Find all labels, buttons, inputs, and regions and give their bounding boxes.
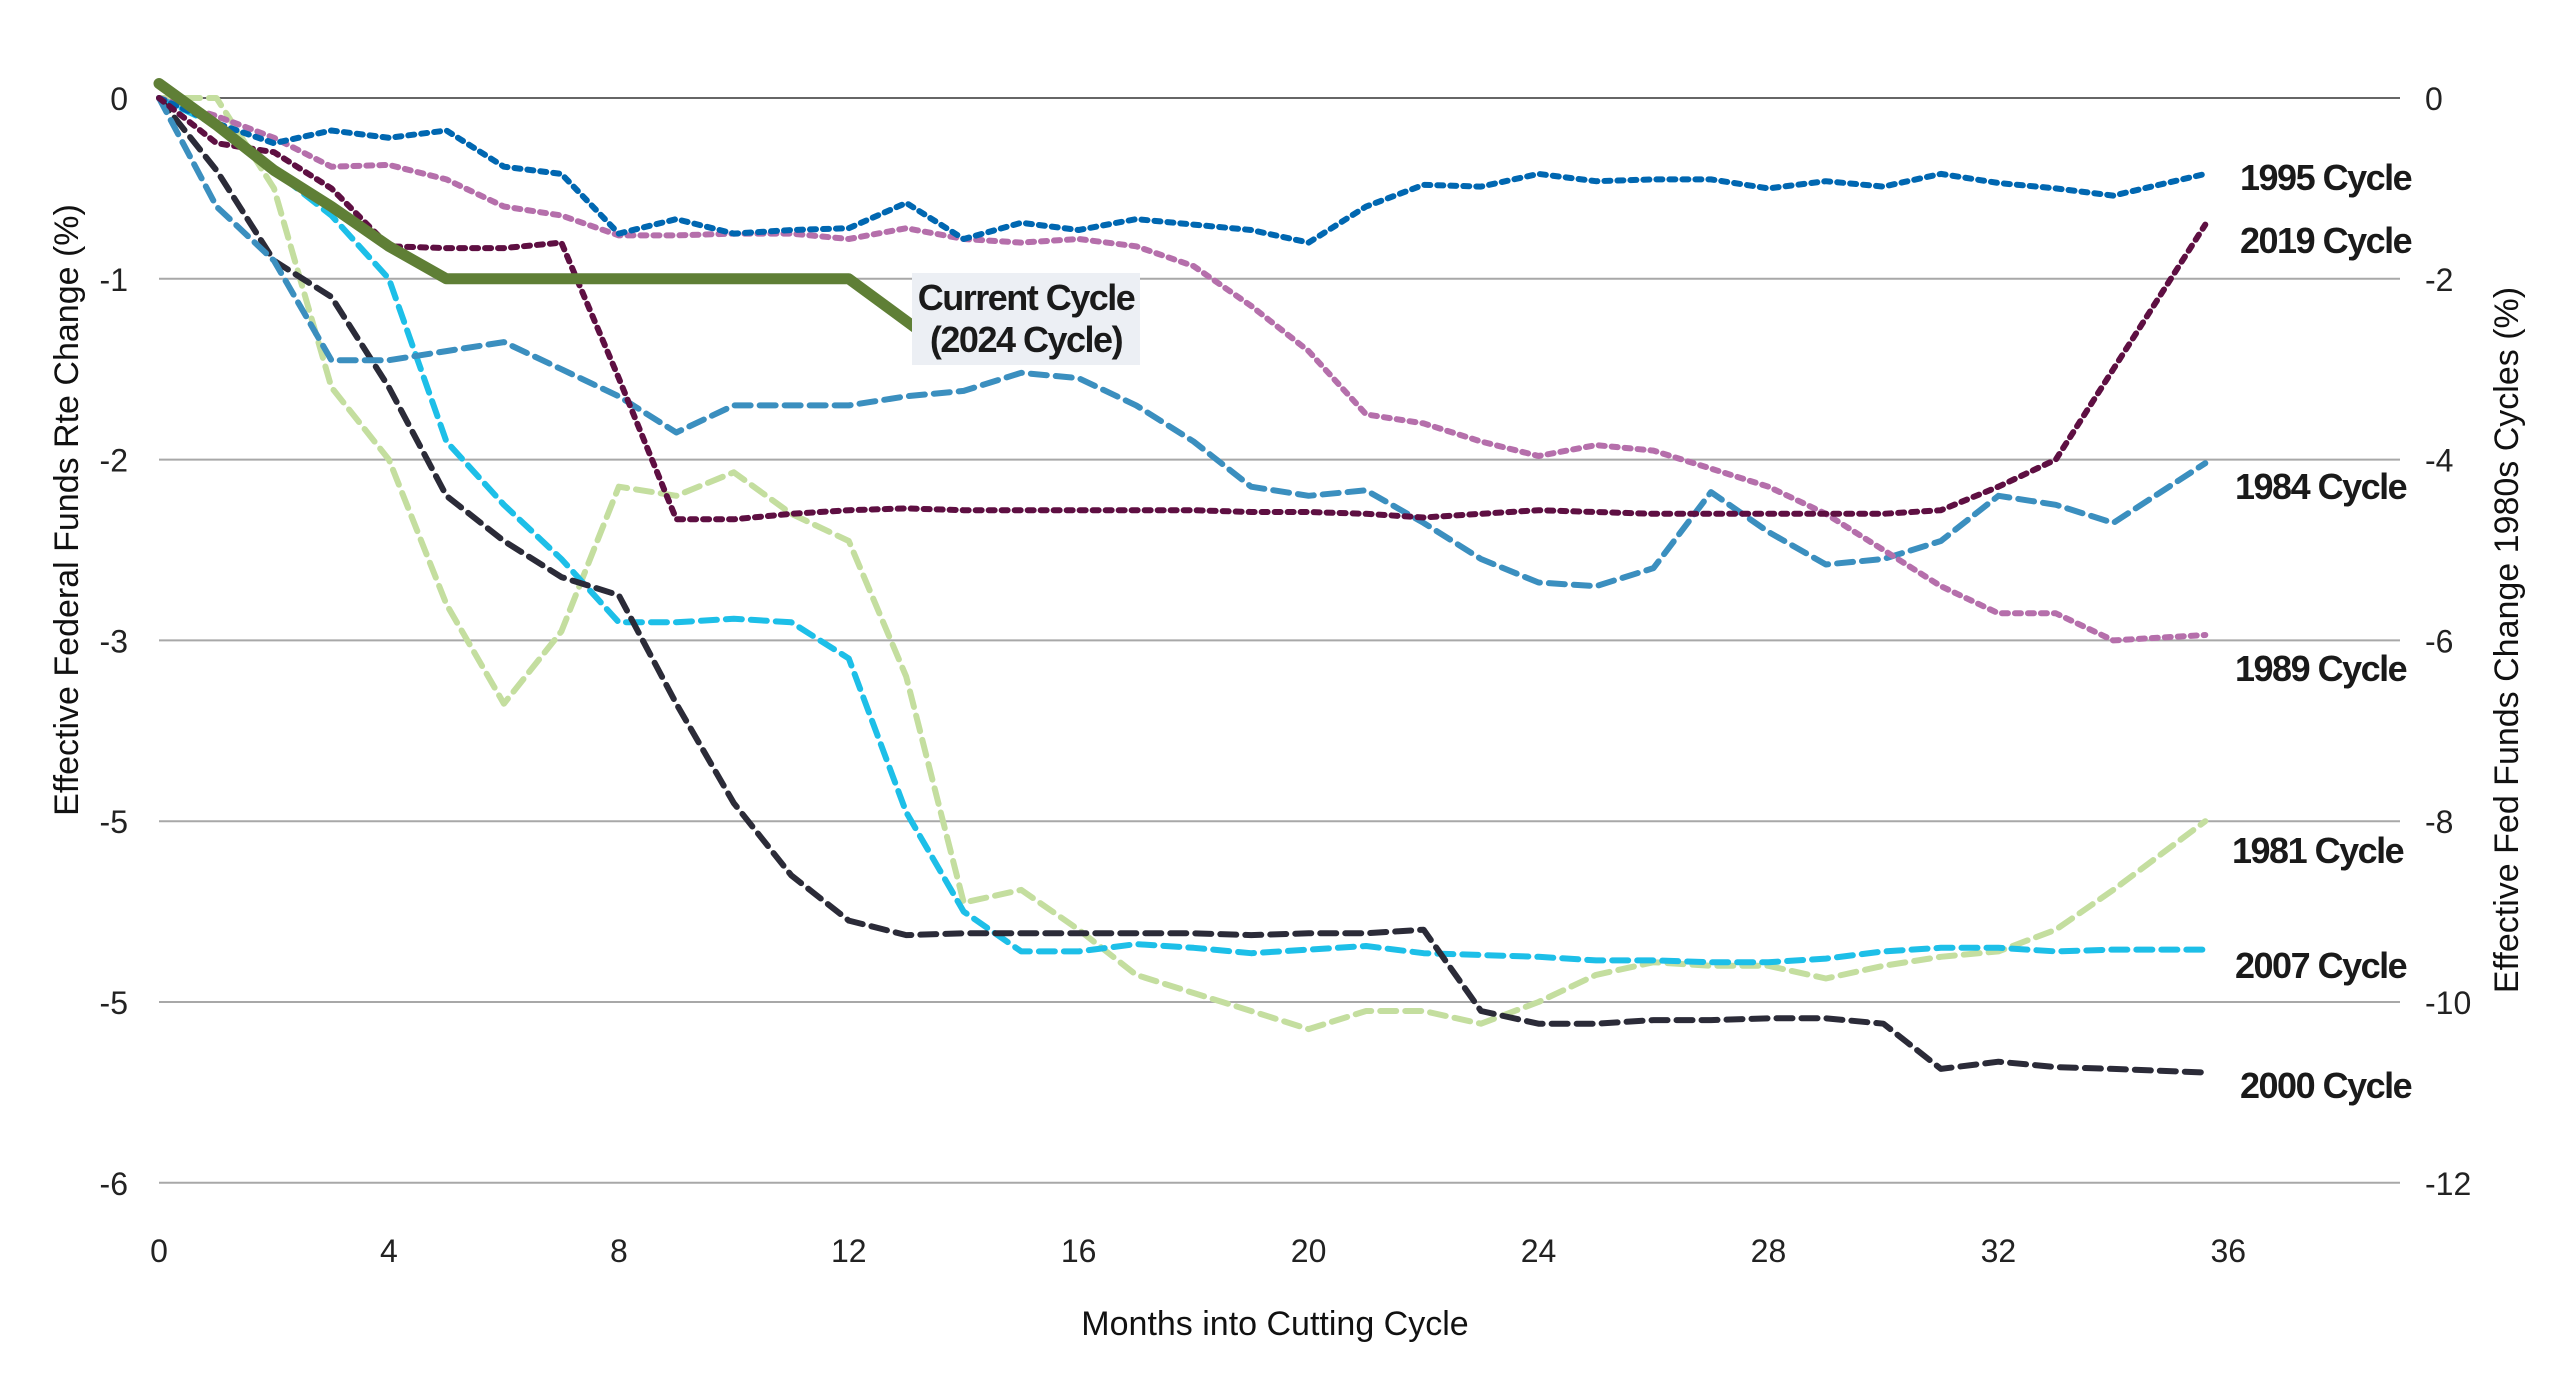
y-tick-label-right: -4 bbox=[2425, 443, 2453, 479]
series-label: 1989 Cycle bbox=[2235, 648, 2407, 689]
y-tick-label-left: 0 bbox=[110, 81, 128, 117]
tick-labels: 0 -1 -2 -3 -5 -5 -6 0 -2 -4 -6 -8 -10 -12 0 4 8 12 16 20 24 2… bbox=[100, 81, 2472, 1269]
x-tick-label: 8 bbox=[610, 1233, 628, 1269]
x-tick-label: 4 bbox=[380, 1233, 398, 1269]
y-tick-label-right: -6 bbox=[2425, 623, 2453, 659]
y-tick-label-right: 0 bbox=[2425, 81, 2443, 117]
y-tick-label-left: -5 bbox=[100, 985, 128, 1021]
series-labels: 1981 Cycle 2007 Cycle 2000 Cycle 1984 Cycle… bbox=[2232, 157, 2413, 1106]
series-line-2019-cycle bbox=[156, 95, 2209, 523]
x-tick-label: 36 bbox=[2210, 1233, 2246, 1269]
series-label: 2007 Cycle bbox=[2235, 945, 2407, 986]
series-label: 1995 Cycle bbox=[2240, 157, 2412, 198]
series-label: 2000 Cycle bbox=[2240, 1065, 2412, 1106]
series-line-1989-cycle bbox=[156, 95, 2209, 644]
current-cycle-annotation: Current Cycle (2024 Cycle) bbox=[912, 273, 1140, 365]
y-tick-label-right: -10 bbox=[2425, 985, 2471, 1021]
y-tick-label-right: -2 bbox=[2425, 262, 2453, 298]
x-tick-label: 16 bbox=[1061, 1233, 1097, 1269]
x-axis-label: Months into Cutting Cycle bbox=[1081, 1305, 1468, 1343]
x-tick-label: 28 bbox=[1751, 1233, 1787, 1269]
x-tick-label: 20 bbox=[1291, 1233, 1327, 1269]
gridlines bbox=[159, 97, 2400, 1184]
annotation-line2: (2024 Cycle) bbox=[930, 319, 1123, 360]
y-tick-label-left: -3 bbox=[100, 623, 128, 659]
series-line-2000-cycle bbox=[156, 95, 2209, 1076]
series-label: 2019 Cycle bbox=[2240, 220, 2412, 261]
x-tick-label: 12 bbox=[831, 1233, 867, 1269]
series-label: 1981 Cycle bbox=[2232, 830, 2404, 871]
y-axis-label-left: Effective Federal Funds Rte Change (%) bbox=[48, 204, 86, 816]
x-tick-label: 24 bbox=[1521, 1233, 1557, 1269]
series-label: 1984 Cycle bbox=[2235, 466, 2407, 507]
y-tick-label-left: -5 bbox=[100, 804, 128, 840]
series-line-current-cycle-2024-cycle- bbox=[153, 78, 924, 335]
annotation-background bbox=[912, 273, 1140, 365]
x-tick-label: 0 bbox=[150, 1233, 168, 1269]
series-line-1984-cycle bbox=[156, 95, 2209, 590]
y-tick-label-right: -12 bbox=[2425, 1166, 2471, 1202]
y-tick-label-left: -1 bbox=[100, 262, 128, 298]
series-lines bbox=[153, 78, 2209, 1076]
y-tick-label-right: -8 bbox=[2425, 804, 2453, 840]
series-line-1995-cycle bbox=[156, 95, 2209, 246]
y-axis-label-right: Effective Fed Funds Change 1980s Cycles … bbox=[2488, 287, 2526, 993]
series-line-2007-cycle bbox=[156, 95, 2209, 966]
annotation-line1: Current Cycle bbox=[918, 277, 1135, 318]
y-tick-label-left: -2 bbox=[100, 443, 128, 479]
series-line-1981-cycle bbox=[156, 95, 2209, 1033]
y-tick-label-left: -6 bbox=[100, 1166, 128, 1202]
x-tick-label: 32 bbox=[1981, 1233, 2017, 1269]
